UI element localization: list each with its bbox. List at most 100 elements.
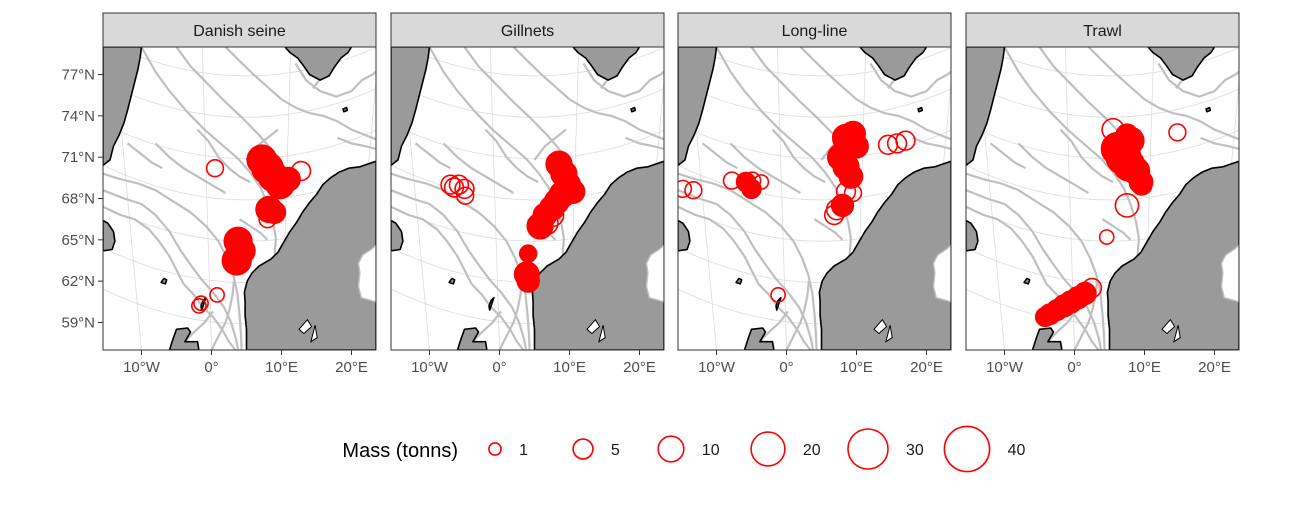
land-scandinavia <box>243 160 376 350</box>
gulf-of-bothnia <box>645 244 664 303</box>
catch-point <box>770 286 786 303</box>
depth-contour <box>238 218 269 241</box>
graticule-parallel <box>966 123 1239 159</box>
y-tick-label: 74°N <box>61 108 95 125</box>
legend-label: 40 <box>1008 442 1026 459</box>
graticule-parallel <box>966 82 1239 118</box>
depth-contour <box>391 205 525 350</box>
panel-title: Gillnets <box>501 23 554 40</box>
x-tick-label: 0° <box>492 359 506 376</box>
catch-point <box>895 130 916 151</box>
graticule-parallel <box>678 82 951 118</box>
depth-contour <box>294 62 376 98</box>
panel-strip <box>102 12 377 48</box>
depth-contour <box>1087 47 1239 141</box>
lake <box>885 325 893 343</box>
x-axis: 10°W 0° 10°E 20°E <box>411 350 656 376</box>
land-iceland <box>103 219 116 252</box>
land-bear_island <box>630 106 637 113</box>
landmasses <box>103 47 376 350</box>
land-bear_island <box>917 106 924 113</box>
land-scandinavia <box>1106 160 1239 350</box>
depth-contour <box>414 142 452 170</box>
depth-contour <box>1101 218 1132 241</box>
depth-contour <box>1003 47 1140 257</box>
land-bear_island <box>1205 106 1212 113</box>
depth-contour <box>869 62 951 98</box>
lake <box>1161 318 1176 335</box>
depth-contour <box>103 205 237 350</box>
depth-contour <box>989 142 1027 170</box>
catch-point <box>276 166 301 192</box>
depth-contour <box>582 62 664 98</box>
catch-point <box>684 181 703 200</box>
legend-key-circle <box>488 442 502 456</box>
depth-contour <box>1059 128 1114 183</box>
panel-title: Long-line <box>782 23 848 40</box>
map-area <box>678 47 951 350</box>
depth-contour <box>484 128 539 183</box>
gulf-of-bothnia <box>357 244 376 303</box>
land-scandinavia <box>531 160 664 350</box>
x-tick-label: 10°E <box>840 359 873 376</box>
x-tick-label: 10°E <box>553 359 586 376</box>
catch-point <box>191 297 207 314</box>
depth-contour <box>498 280 523 350</box>
land-scandinavia <box>818 160 951 350</box>
depth-contour <box>391 189 528 350</box>
depth-contour <box>391 172 531 350</box>
catch-points <box>1034 117 1187 328</box>
depth-contour <box>210 280 235 350</box>
map-area <box>391 47 664 350</box>
graticule-parallel <box>103 82 376 118</box>
depth-contour <box>442 142 515 194</box>
x-tick-label: 0° <box>204 359 218 376</box>
legend-label: 10 <box>702 442 720 459</box>
depth-contour <box>715 47 852 257</box>
depth-contour <box>678 172 818 350</box>
y-tick-label: 77°N <box>61 67 95 84</box>
catch-points <box>191 144 312 314</box>
map-area <box>103 47 376 350</box>
catch-point <box>1034 306 1056 328</box>
land-faroe <box>448 277 456 285</box>
depth-contour <box>729 142 802 194</box>
depth-contour <box>966 205 1100 350</box>
catch-point <box>448 174 470 195</box>
lake <box>586 318 601 335</box>
catch-point <box>262 200 287 225</box>
catch-point <box>753 174 770 190</box>
catch-point <box>209 286 225 303</box>
depth-contour <box>1045 310 1077 344</box>
depth-contour <box>103 172 243 350</box>
catch-point <box>193 295 209 312</box>
depth-contour <box>470 310 502 344</box>
catch-point <box>258 210 277 229</box>
lake <box>1173 325 1181 343</box>
landmasses <box>391 47 664 350</box>
landmasses <box>678 47 951 350</box>
panel-frame <box>390 46 665 351</box>
map-panels: Danish seine 10°W 0° 10°E 20°E Gillnets 10°W 0°… <box>102 12 1240 376</box>
land-iceland <box>391 219 404 252</box>
legend-key-circle <box>943 425 991 473</box>
land-greenland <box>391 47 431 167</box>
x-tick-label: 20°E <box>910 359 943 376</box>
panel-title: Trawl <box>1083 23 1122 40</box>
catch-point <box>1114 192 1140 218</box>
x-tick-label: 10°W <box>986 359 1024 376</box>
map-area <box>966 47 1239 350</box>
land-faroe <box>160 277 168 285</box>
depth-contour <box>678 205 812 350</box>
y-axis: 59°N 62°N 65°N 68°N 71°N 74°N 77°N <box>61 67 103 331</box>
depth-contour <box>1200 136 1239 150</box>
panel-frame <box>965 46 1240 351</box>
depth-contour <box>966 172 1106 350</box>
graticule-meridian <box>776 47 787 350</box>
catch-points <box>678 120 916 303</box>
depth-contour <box>512 47 664 141</box>
depth-contour <box>196 128 251 183</box>
lake <box>598 325 606 343</box>
panel-strip <box>390 12 665 48</box>
panel-gillnets: Gillnets 10°W 0° 10°E 20°E <box>390 12 665 376</box>
